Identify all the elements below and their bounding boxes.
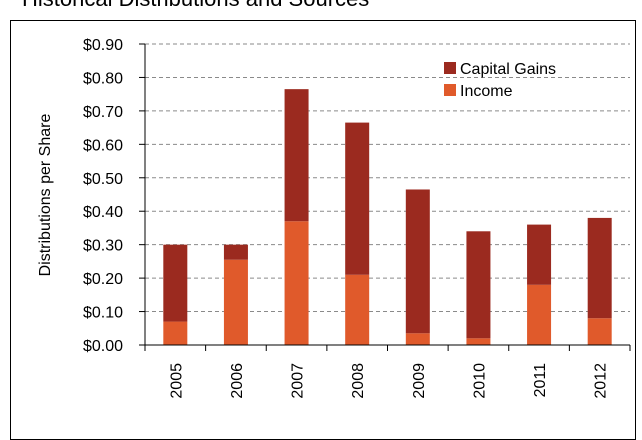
y-tick-label: $0.40 [83, 204, 123, 221]
x-tick-label: 2011 [532, 363, 549, 398]
y-axis-label: Distributions per Share [37, 114, 54, 277]
bar-income-2012 [587, 318, 612, 345]
legend: Capital Gains Income [444, 61, 556, 100]
bars [163, 89, 612, 345]
x-tick-label: 2012 [593, 363, 610, 399]
bar-capital-gains-2008 [345, 122, 370, 275]
x-tick-label: 2007 [290, 363, 307, 399]
axes: $0.00 $0.10 $0.20 $0.30 $0.40 $0.50 $0.60 $0.70… [83, 37, 631, 399]
legend-label-income: Income [460, 83, 513, 100]
y-tick-label: $0.80 [83, 70, 123, 87]
bar-chart: $0.00 $0.10 $0.20 $0.30 $0.40 $0.50 $0.60 $0.70… [37, 37, 631, 399]
y-tick-label: $0.50 [83, 171, 123, 188]
y-tick-label: $0.00 [83, 338, 123, 355]
bar-income-2009 [405, 333, 430, 345]
x-tick-label: 2006 [229, 363, 246, 399]
y-tick-label: $0.70 [83, 104, 123, 121]
gridlines [145, 43, 630, 313]
legend-swatch-income [444, 84, 456, 96]
bar-capital-gains-2010 [466, 231, 491, 339]
bar-income-2008 [345, 274, 370, 345]
legend-swatch-capital-gains [444, 62, 456, 74]
y-tick-label: $0.90 [83, 37, 123, 54]
bar-capital-gains-2006 [223, 244, 248, 260]
x-tick-label: 2008 [350, 363, 367, 399]
y-tick-label: $0.30 [83, 238, 123, 255]
bar-capital-gains-2012 [587, 217, 612, 319]
bar-income-2011 [527, 284, 552, 345]
bar-capital-gains-2009 [405, 189, 430, 334]
y-tick-label: $0.60 [83, 137, 123, 154]
bar-income-2006 [223, 259, 248, 345]
bar-income-2005 [163, 321, 188, 345]
x-tick-label: 2009 [411, 363, 428, 399]
y-tick-label: $0.20 [83, 271, 123, 288]
x-tick-label: 2005 [168, 363, 185, 399]
bar-capital-gains-2011 [527, 224, 552, 285]
legend-label-capital-gains: Capital Gains [460, 61, 556, 78]
bar-capital-gains-2007 [284, 89, 309, 222]
bar-income-2007 [284, 221, 309, 345]
x-tick-label: 2010 [471, 363, 488, 399]
chart-title: Historical Distributions and Sources [22, 0, 369, 12]
y-tick-label: $0.10 [83, 305, 123, 322]
bar-capital-gains-2005 [163, 244, 188, 322]
bar-income-2010 [466, 338, 491, 345]
